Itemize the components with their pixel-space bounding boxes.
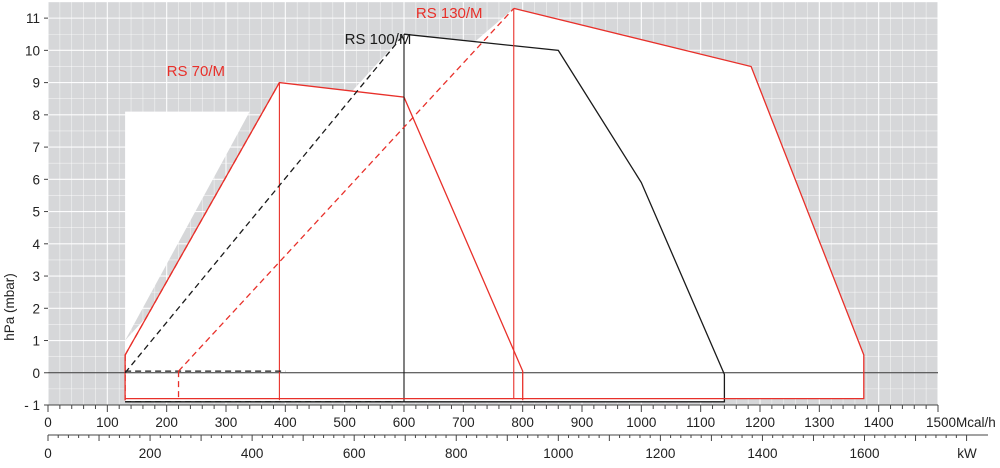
x-tick-label: 400 [274, 415, 297, 430]
y-tick-label: 9 [32, 76, 40, 91]
x-tick-label: 200 [155, 415, 178, 430]
y-axis-title: hPa (mbar) [2, 273, 17, 341]
x-tick-label: 300 [215, 415, 238, 430]
x2-tick-label: 1000 [543, 446, 573, 461]
y-tick-label: - 1 [24, 398, 40, 413]
x-tick-label: 600 [393, 415, 416, 430]
y-tick-label: 7 [32, 140, 40, 155]
x-tick-label: 1100 [686, 415, 715, 430]
series-dashed-rs-100-m [124, 33, 405, 374]
x2-tick-label: 1600 [849, 446, 879, 461]
series-outline-rs-70-m [124, 81, 524, 401]
x-tick-label: 1400 [864, 415, 894, 430]
x-tick-label: 0 [44, 415, 52, 430]
working-field-area-extension [125, 111, 250, 341]
x-tick-label: 1000 [626, 415, 656, 430]
x2-tick-label: 0 [44, 446, 52, 461]
series-label-rs-100-m: RS 100/M [345, 31, 412, 48]
x-tick-label: 900 [571, 415, 594, 430]
series-label-rs-70-m: RS 70/M [167, 63, 225, 80]
x2-tick-label: 200 [139, 446, 162, 461]
x-tick-label: 800 [511, 415, 534, 430]
y-tick-label: 6 [32, 172, 40, 187]
x2-tick-label: 400 [241, 446, 264, 461]
x2-tick-label: 1200 [645, 446, 675, 461]
y-tick-label: 11 [26, 11, 40, 26]
series-outline-rs-100-m [125, 33, 726, 403]
x-tick-label: 1300 [804, 415, 834, 430]
y-tick-label: 2 [32, 301, 40, 316]
x2-tick-label: 600 [343, 446, 366, 461]
x2-tick-label: 800 [445, 446, 468, 461]
x-tick-label: 700 [452, 415, 475, 430]
working-field-area-3 [125, 8, 864, 402]
y-tick-label: 10 [25, 43, 40, 58]
y-tick-label: 1 [32, 334, 40, 349]
series-dashed-rs-70-m [124, 82, 280, 356]
x-tick-label: 1200 [745, 415, 775, 430]
x-tick-label: 1500Mcal/h [926, 415, 996, 430]
y-tick-label: 8 [32, 108, 40, 123]
y-tick-label: 5 [32, 205, 40, 220]
x-tick-label: 500 [333, 415, 356, 430]
series-label-rs-130-m: RS 130/M [416, 5, 483, 22]
y-tick-label: 4 [32, 237, 40, 252]
y-tick-label: 3 [32, 269, 40, 284]
series-dashed-rs-130-m [178, 8, 515, 372]
series-outline-rs-130-m [125, 7, 865, 400]
x2-axis-title: kW [957, 446, 977, 461]
x2-tick-label: 1400 [747, 446, 777, 461]
x-tick-label: 100 [96, 415, 119, 430]
y-tick-label: 0 [32, 366, 40, 381]
